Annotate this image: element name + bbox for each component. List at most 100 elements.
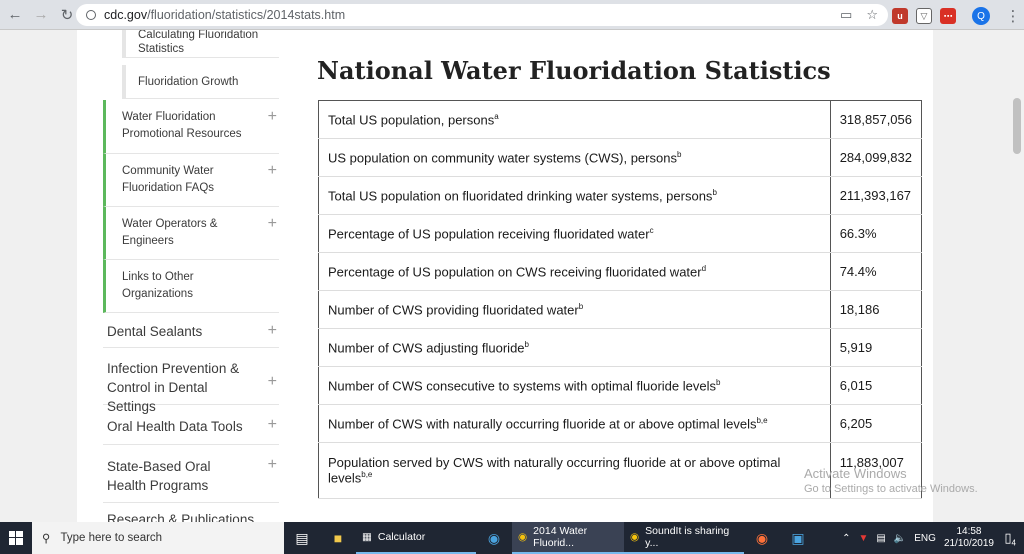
bookmark-star-icon[interactable]: ☆: [866, 7, 878, 22]
stat-label-cell: US population on community water systems…: [318, 138, 831, 177]
forward-icon[interactable]: →: [33, 6, 49, 23]
expand-plus-icon[interactable]: +: [267, 416, 277, 433]
stat-label: Total US population on fluoridated drink…: [328, 188, 713, 204]
table-row: Number of CWS with naturally occurring f…: [318, 404, 922, 443]
footnote-marker[interactable]: b: [715, 377, 721, 387]
stats-table: Total US population, personsa 318,857,056…: [318, 100, 922, 499]
tray-chevron-icon[interactable]: ⌃: [842, 532, 851, 544]
stat-value: 74.4%: [829, 252, 922, 291]
footnote-marker[interactable]: b: [676, 149, 682, 159]
stat-label: Number of CWS consecutive to systems wit…: [328, 378, 716, 394]
sidebar-item-state-programs[interactable]: State-Based Oral Health Programs +: [103, 445, 279, 503]
pocket-extension-icon[interactable]: ▽: [916, 8, 932, 24]
expand-plus-icon[interactable]: +: [267, 162, 277, 179]
footnote-marker[interactable]: b: [524, 339, 529, 349]
taskbar-app-chrome-soundit[interactable]: ◉ SoundIt is sharing y...: [624, 522, 744, 554]
expand-plus-icon[interactable]: +: [267, 373, 277, 390]
cast-icon[interactable]: ▭: [840, 7, 853, 22]
clock-time: 14:58: [956, 526, 982, 537]
file-explorer-icon[interactable]: ■: [333, 530, 343, 546]
sidebar-item-label: Dental Sealants: [107, 324, 203, 339]
stat-label: US population on community water systems…: [328, 150, 677, 166]
table-row: Number of CWS providing fluoridated wate…: [318, 290, 922, 329]
chrome-icon: ◉: [630, 531, 640, 543]
footnote-marker[interactable]: b: [578, 301, 584, 311]
page-title: National Water Fluoridation Statistics: [317, 56, 831, 85]
task-view-icon[interactable]: ▤: [295, 529, 309, 546]
footnote-marker[interactable]: c: [649, 225, 654, 235]
table-row: Number of CWS consecutive to systems wit…: [318, 366, 922, 405]
sidebar-item-research[interactable]: Research & Publications: [103, 510, 279, 522]
profile-avatar[interactable]: Q: [972, 7, 990, 25]
reload-icon[interactable]: ↻: [60, 6, 74, 24]
language-indicator[interactable]: ENG: [914, 532, 936, 544]
taskbar-app-calculator[interactable]: ▦ Calculator: [356, 522, 476, 554]
table-row: US population on community water systems…: [318, 138, 922, 177]
taskbar-clock[interactable]: 14:58 21/10/2019: [944, 526, 994, 550]
back-icon[interactable]: ←: [7, 6, 23, 23]
stat-label: Number of CWS providing fluoridated wate…: [328, 302, 579, 318]
notification-center-icon[interactable]: ▯4: [1004, 530, 1016, 548]
taskbar-search-input[interactable]: ⚲ Type here to search: [32, 522, 284, 554]
lastpass-extension-icon[interactable]: ⋯: [940, 8, 956, 24]
stat-label: Number of CWS adjusting fluoride: [328, 340, 525, 356]
clock-date: 21/10/2019: [943, 538, 994, 549]
sidebar-item-other-organizations[interactable]: Links to Other Organizations: [103, 260, 279, 313]
taskbar-app-chrome-fluoridation[interactable]: ◉ 2014 Water Fluorid...: [512, 522, 624, 554]
url-path: /fluoridation/statistics/2014stats.htm: [147, 8, 346, 22]
footnote-marker[interactable]: a: [494, 111, 499, 121]
stat-value: 211,393,167: [829, 176, 922, 215]
ublock-extension-icon[interactable]: u: [892, 8, 908, 24]
stat-label-cell: Population served by CWS with naturally …: [318, 442, 831, 499]
table-row: Percentage of US population receiving fl…: [318, 214, 922, 253]
table-row: Total US population, personsa 318,857,056: [318, 100, 922, 139]
sidebar-item-dental-sealants[interactable]: Dental Sealants +: [103, 313, 279, 348]
footnote-marker[interactable]: b,e: [361, 470, 373, 480]
table-row: Total US population on fluoridated drink…: [318, 176, 922, 215]
system-tray: ⌃ ▼ ▤ 🔈 ENG 14:58 21/10/2019: [842, 522, 994, 554]
sidebar-item-cwf-faqs[interactable]: Community Water Fluoridation FAQs +: [103, 154, 279, 207]
stat-label: Percentage of US population on CWS recei…: [328, 264, 702, 280]
cortana-app-icon[interactable]: ▣: [791, 529, 805, 546]
firefox-icon[interactable]: ◉: [755, 529, 769, 546]
table-row: Population served by CWS with naturally …: [318, 442, 922, 499]
stat-value: 284,099,832: [829, 138, 922, 177]
calculator-icon: ▦: [362, 531, 372, 543]
notification-count: 4: [1011, 538, 1016, 548]
sidebar-subitem-calculating-statistics[interactable]: Calculating Fluoridation Statistics: [122, 30, 279, 58]
stat-label-cell: Number of CWS adjusting fluorideb: [318, 328, 831, 367]
sidebar-item-promotional-resources[interactable]: Water Fluoridation Promotional Resources…: [103, 100, 279, 154]
sidebar-item-data-tools[interactable]: Oral Health Data Tools +: [103, 405, 279, 445]
address-bar[interactable]: cdc.gov/fluoridation/statistics/2014stat…: [76, 4, 888, 26]
expand-plus-icon[interactable]: +: [267, 215, 277, 232]
expand-plus-icon[interactable]: +: [267, 322, 277, 339]
stat-label-cell: Number of CWS consecutive to systems wit…: [318, 366, 831, 405]
sidebar-item-label: Water Fluoridation Promotional Resources: [122, 111, 242, 140]
stat-value: 6,015: [829, 366, 922, 405]
sidebar-item-label: State-Based Oral Health Programs: [107, 459, 211, 493]
network-icon[interactable]: ▤: [876, 532, 886, 544]
scrollbar-thumb[interactable]: [1013, 98, 1021, 154]
expand-plus-icon[interactable]: +: [267, 456, 277, 473]
page-scrollbar[interactable]: [1010, 30, 1024, 522]
menu-kebab-icon[interactable]: ⋮: [1005, 8, 1021, 25]
footnote-marker[interactable]: b,e: [756, 415, 768, 425]
sidebar-item-label: Community Water Fluoridation FAQs: [122, 165, 215, 194]
taskbar-app-label: SoundIt is sharing y...: [645, 525, 730, 549]
volume-icon[interactable]: 🔈: [893, 532, 907, 544]
footnote-marker[interactable]: d: [701, 263, 707, 273]
stat-value: 5,919: [829, 328, 922, 367]
vivaldi-tray-icon[interactable]: ▼: [858, 532, 869, 544]
expand-plus-icon[interactable]: +: [267, 108, 277, 125]
info-icon[interactable]: [86, 10, 96, 20]
stat-value: 318,857,056: [829, 100, 922, 139]
stat-label: Total US population, persons: [328, 112, 495, 128]
sidebar-subitem-fluoridation-growth[interactable]: Fluoridation Growth: [122, 65, 279, 99]
sidebar-item-water-operators[interactable]: Water Operators & Engineers +: [103, 207, 279, 260]
sidebar-item-infection-prevention[interactable]: Infection Prevention & Control in Dental…: [103, 348, 279, 414]
edge-icon[interactable]: ◉: [487, 529, 501, 546]
windows-start-icon[interactable]: [0, 522, 32, 554]
footnote-marker[interactable]: b: [712, 187, 717, 197]
stat-label-cell: Percentage of US population on CWS recei…: [318, 252, 831, 291]
watermark-title: Activate Windows: [804, 466, 907, 481]
